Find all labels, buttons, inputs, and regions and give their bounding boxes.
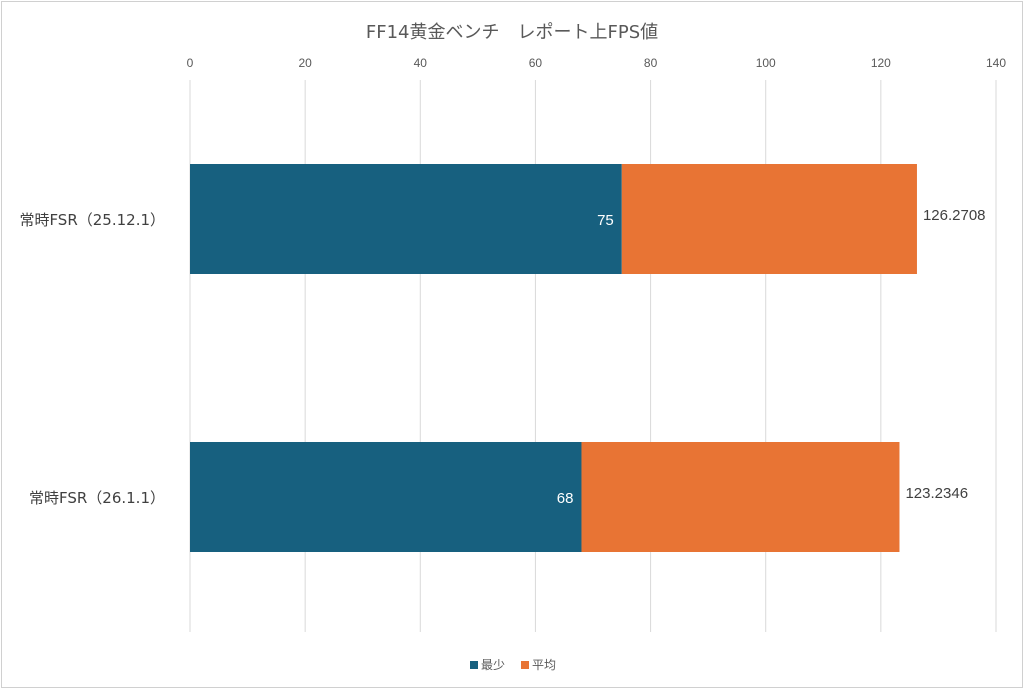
category-label: 常時FSR（26.1.1） (29, 489, 165, 507)
x-tick-label: 0 (187, 56, 194, 70)
legend-swatch (470, 661, 478, 669)
legend-label: 最少 (481, 658, 505, 672)
x-tick-label: 140 (986, 56, 1006, 70)
data-label-min: 68 (557, 490, 574, 507)
category-label: 常時FSR（25.12.1） (19, 211, 165, 229)
x-tick-label: 100 (756, 56, 776, 70)
x-tick-label: 120 (871, 56, 891, 70)
data-label-min: 75 (597, 212, 614, 229)
bar-avg (581, 442, 900, 552)
bar-min (190, 164, 622, 274)
chart-title: FF14黄金ベンチ レポート上FPS値 (366, 22, 658, 43)
bar-avg (621, 164, 917, 274)
x-tick-label: 80 (644, 56, 658, 70)
legend-label: 平均 (532, 658, 556, 672)
x-tick-label: 20 (298, 56, 312, 70)
data-label-avg: 123.2346 (905, 485, 968, 502)
legend-swatch (521, 661, 529, 669)
bar-min (190, 442, 582, 552)
data-label-avg: 126.2708 (923, 207, 986, 224)
x-tick-label: 60 (529, 56, 543, 70)
x-tick-label: 40 (414, 56, 428, 70)
